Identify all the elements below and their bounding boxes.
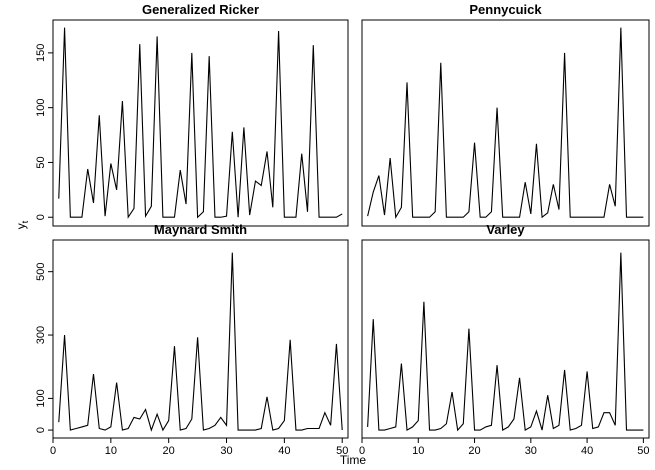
x-tick-label: 0 xyxy=(359,445,365,457)
y-tick-label: 0 xyxy=(35,427,47,433)
y-tick-label: 150 xyxy=(35,44,47,62)
x-tick-label: 20 xyxy=(468,445,480,457)
panel-title: Varley xyxy=(486,222,525,237)
y-tick-label: 500 xyxy=(35,263,47,281)
panel-frame xyxy=(361,239,650,439)
x-axis-label: Time xyxy=(340,453,367,467)
x-tick-label: 10 xyxy=(105,445,117,457)
x-tick-label: 0 xyxy=(50,445,56,457)
y-tick-label: 50 xyxy=(35,156,47,168)
y-tick-label: 100 xyxy=(35,389,47,407)
series-line xyxy=(367,27,644,220)
panel-4: Varley 0 10 20 30 40 50 xyxy=(359,222,650,457)
panel-2: Pennycuick xyxy=(361,2,650,227)
panel-title: Pennycuick xyxy=(469,2,542,17)
x-tick-label: 40 xyxy=(581,445,593,457)
panels: Generalized Ricker050100150PennycuickMay… xyxy=(35,2,650,457)
y-axis-label: yt xyxy=(14,220,30,229)
panel-1: Generalized Ricker 0 50 100 150 xyxy=(35,2,349,227)
x-tick-label: 30 xyxy=(525,445,537,457)
x-tick-label: 40 xyxy=(278,445,290,457)
x-tick-label: 50 xyxy=(637,445,649,457)
y-tick-label: 0 xyxy=(35,214,47,220)
y-tick-label: 300 xyxy=(35,326,47,344)
x-tick-label: 50 xyxy=(336,445,348,457)
y-tick-label: 100 xyxy=(35,98,47,116)
panel-frame xyxy=(52,19,349,227)
x-tick-label: 30 xyxy=(220,445,232,457)
series-line xyxy=(58,252,343,432)
series-line xyxy=(58,27,343,219)
y-axis-label-main: y xyxy=(14,223,28,229)
series-line xyxy=(367,252,644,432)
panel-title: Maynard Smith xyxy=(154,222,247,237)
panel-title: Generalized Ricker xyxy=(142,2,259,17)
x-tick-label: 10 xyxy=(412,445,424,457)
panel-frame xyxy=(52,239,349,439)
panel-3: Maynard Smith 0 100 300 500 0 10 20 30 40 50 xyxy=(35,222,349,457)
x-tick-label: 20 xyxy=(163,445,175,457)
y-axis-label-subscript: t xyxy=(20,220,30,223)
panel-frame xyxy=(361,19,650,227)
